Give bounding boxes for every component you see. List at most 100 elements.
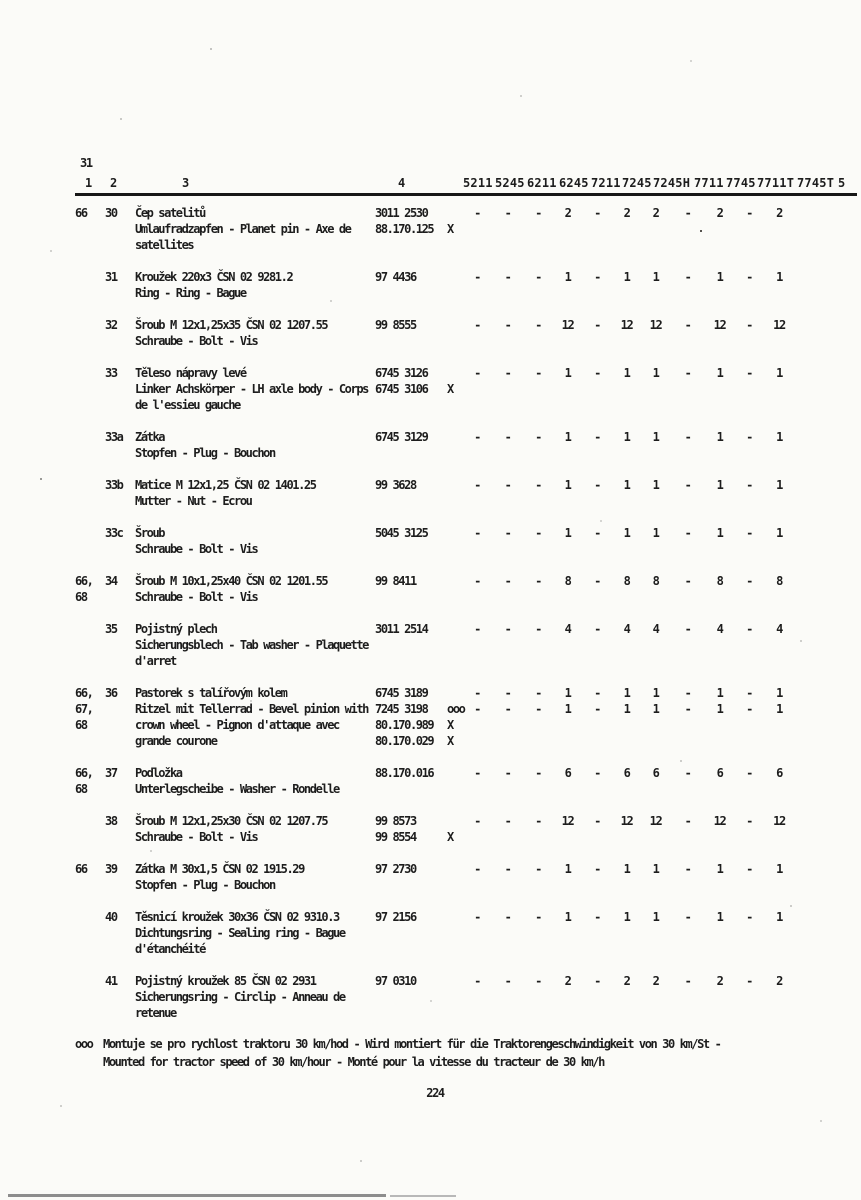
- qty-cell: 8: [623, 574, 631, 588]
- footnote: ooo Montuje se pro rychlost traktoru 30 …: [75, 1035, 722, 1071]
- qty-cell: -: [474, 574, 481, 588]
- model-column-label: 7711T: [757, 176, 795, 190]
- footnote-text: Montuje se pro rychlost traktoru 30 km/h…: [103, 1035, 722, 1071]
- part-marker: ooo: [447, 702, 466, 716]
- row-description: Těsnicí kroužek 30x36 ČSN 02 9310.3 Dicht…: [135, 909, 375, 957]
- part-qty-line: 5045 3125 - - - 1 - 1 1 - 1 - 1: [375, 525, 861, 541]
- row-part-and-qty: 99 3628 - - - 1 - 1 1 - 1 - 1: [375, 477, 861, 509]
- qty-cell: 1: [623, 526, 631, 540]
- qty-cell: 8: [776, 574, 783, 588]
- qty-cell: [670, 717, 705, 733]
- qty-cell: 1: [716, 430, 724, 444]
- qty-cell: 1: [776, 478, 783, 492]
- qty-cell: [553, 381, 582, 397]
- figure-number: 31: [80, 156, 93, 170]
- qty-cell: [492, 717, 523, 733]
- qty-cell: 1: [716, 702, 724, 716]
- qty-cell: -: [535, 270, 542, 284]
- qty-cell: -: [684, 622, 692, 636]
- part-marker: [447, 685, 462, 701]
- qty-cell: -: [474, 702, 481, 716]
- part-marker: [447, 429, 462, 445]
- qty-cell: -: [746, 526, 753, 540]
- qty-cell: [764, 381, 794, 397]
- description-line: Čep satelitů: [135, 206, 206, 220]
- model-column-label: 6211: [527, 176, 557, 190]
- row-item-number: 39: [105, 861, 135, 893]
- qty-cell: -: [474, 862, 481, 876]
- description-line: Schraube - Bolt - Vis: [135, 542, 259, 556]
- part-number: 88.170.125: [375, 222, 435, 236]
- qty-cell: 2: [652, 974, 660, 988]
- qty-cell: -: [684, 318, 692, 332]
- qty-cell: [523, 381, 553, 397]
- qty-cell: 12: [620, 814, 634, 828]
- qty-cell: [612, 717, 641, 733]
- qty-cell: 4: [776, 622, 783, 636]
- item-number: 40: [105, 910, 118, 924]
- row-fig-refs: [75, 525, 105, 557]
- row-fig-refs: 66, 68: [75, 573, 105, 605]
- qty-cell: -: [594, 702, 601, 716]
- qty-cell: 4: [564, 622, 572, 636]
- qty-cell: -: [594, 270, 601, 284]
- table-row: 33a Zátka Stopfen - Plug - Bouchon 6745 312…: [75, 429, 861, 461]
- description-line: satellites: [135, 238, 195, 252]
- row-description: Pastorek s talířovým kolem Ritzel mit Tel…: [135, 685, 375, 749]
- qty-cell: 1: [776, 270, 783, 284]
- qty-cell: -: [535, 910, 542, 924]
- description-line: d'arret: [135, 654, 177, 668]
- qty-cell: [670, 381, 705, 397]
- description-line: Linker Achskörper - LH axle body - Corps: [135, 382, 369, 396]
- row-description: Šroub M 10x1,25x40 ČSN 02 1201.55 Schraub…: [135, 573, 375, 605]
- qty-cell: 2: [716, 974, 724, 988]
- qty-cell: 6: [776, 766, 783, 780]
- row-item-number: 30: [105, 205, 135, 253]
- qty-cell: 2: [776, 974, 783, 988]
- qty-cell: 6: [564, 766, 572, 780]
- part-qty-line: 88.170.125 X: [375, 221, 861, 237]
- column-number-label: 3: [182, 176, 190, 190]
- part-qty-line: 99 8555 - - - 12 - 12 12 - 12 - 12: [375, 317, 861, 333]
- qty-cell: [492, 829, 523, 845]
- qty-cell: -: [746, 766, 753, 780]
- row-item-number: 32: [105, 317, 135, 349]
- qty-cell: 8: [716, 574, 724, 588]
- row-part-and-qty: 3011 2514 - - - 4 - 4 4 - 4 - 4: [375, 621, 861, 669]
- part-marker: [447, 365, 462, 381]
- item-number: 32: [105, 318, 118, 332]
- part-marker: [447, 973, 462, 989]
- qty-cell: [582, 381, 612, 397]
- part-number: 99 8411: [375, 574, 417, 588]
- qty-cell: [523, 717, 553, 733]
- scan-noise: [0, 0, 2, 2]
- qty-cell: 12: [561, 318, 575, 332]
- part-number: 99 8573: [375, 814, 417, 828]
- qty-cell: 1: [564, 366, 572, 380]
- qty-cell: 12: [713, 318, 727, 332]
- row-item-number: 35: [105, 621, 135, 669]
- qty-cell: [462, 221, 492, 237]
- qty-cell: -: [474, 974, 481, 988]
- description-line: Těsnicí kroužek 30x36 ČSN 02 9310.3: [135, 910, 340, 924]
- part-marker: X: [447, 222, 454, 236]
- part-marker: [447, 813, 462, 829]
- part-number: 6745 3189: [375, 686, 429, 700]
- part-qty-line: 3011 2514 - - - 4 - 4 4 - 4 - 4: [375, 621, 861, 637]
- qty-cell: -: [504, 702, 512, 716]
- description-line: Sicherungsblech - Tab washer - Plaquette: [135, 638, 369, 652]
- qty-cell: -: [535, 318, 542, 332]
- part-marker: [447, 525, 462, 541]
- part-number: 7245 3198: [375, 702, 429, 716]
- qty-cell: [641, 381, 670, 397]
- qty-cell: 1: [564, 526, 572, 540]
- model-column-label: 7745: [726, 176, 756, 190]
- qty-cell: [612, 381, 641, 397]
- part-marker: [447, 861, 462, 877]
- qty-cell: -: [474, 478, 481, 492]
- qty-cell: -: [684, 270, 692, 284]
- qty-cell: 2: [776, 206, 783, 220]
- qty-cell: [462, 733, 492, 749]
- description-line: Šroub M 12x1,25x35 ČSN 02 1207.55: [135, 318, 329, 332]
- qty-cell: -: [535, 526, 542, 540]
